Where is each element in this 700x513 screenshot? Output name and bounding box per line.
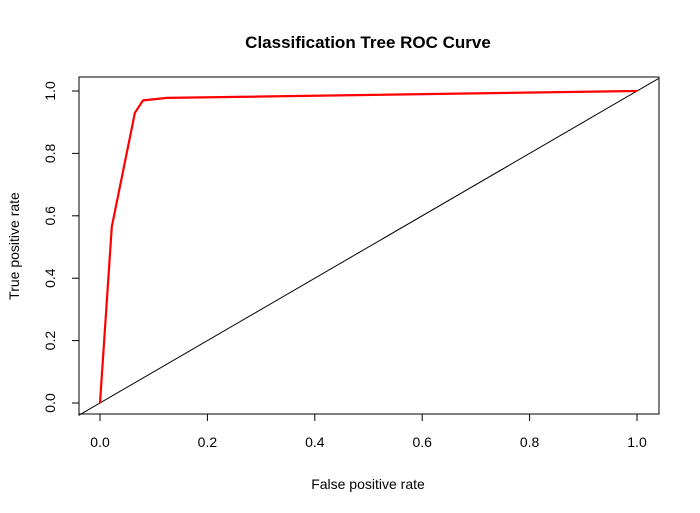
y-tick-label: 0.2: [42, 331, 58, 351]
x-axis: 0.0 0.2 0.4 0.6 0.8 1.0: [90, 414, 647, 450]
y-axis-label: True positive rate: [6, 192, 22, 300]
x-tick-label: 1.0: [627, 434, 647, 450]
y-tick-label: 0.6: [42, 206, 58, 226]
reference-diagonal-line: [78, 78, 659, 416]
plot-frame: [78, 76, 660, 415]
x-tick-label: 0.6: [412, 434, 432, 450]
y-tick-label: 0.4: [42, 268, 58, 288]
x-tick-label: 0.4: [305, 434, 325, 450]
x-tick-label: 0.0: [90, 434, 110, 450]
y-tick-label: 0.0: [42, 393, 58, 413]
y-tick-label: 0.8: [42, 143, 58, 163]
x-tick-label: 0.8: [520, 434, 540, 450]
chart-title: Classification Tree ROC Curve: [245, 33, 491, 52]
x-axis-label: False positive rate: [311, 476, 425, 492]
y-tick-label: 1.0: [42, 81, 58, 101]
plot-area: [78, 78, 659, 416]
roc-curve-line: [98, 89, 638, 404]
x-tick-label: 0.2: [198, 434, 218, 450]
y-axis: 0.0 0.2 0.4 0.6 0.8 1.0: [42, 81, 79, 413]
